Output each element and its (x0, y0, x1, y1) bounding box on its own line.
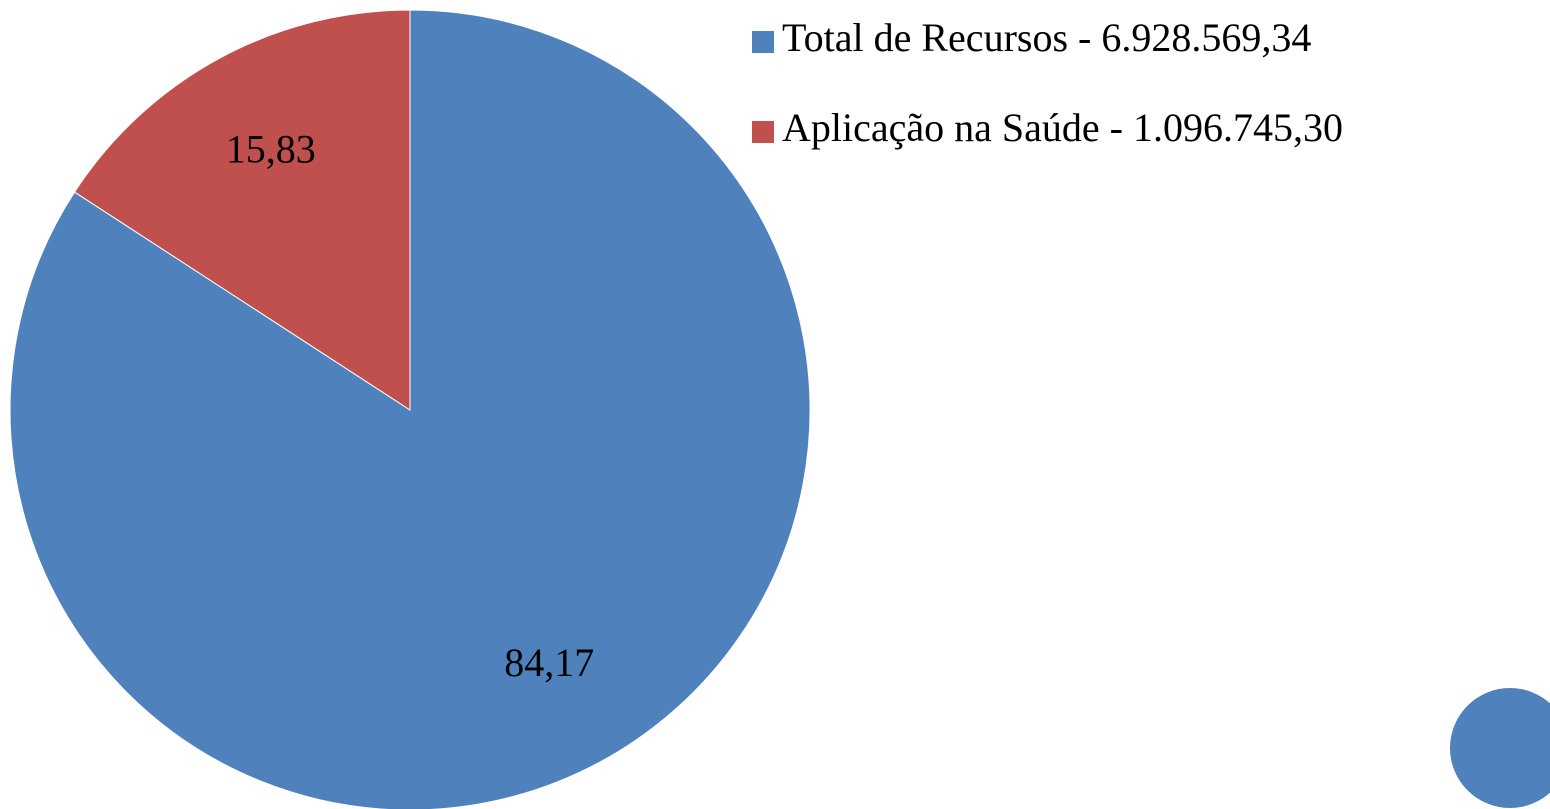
pie-slice (9, 9, 811, 809)
legend-label: Total de Recursos - 6.928.569,34 (782, 15, 1311, 60)
data-label: 84,17 (504, 640, 594, 685)
data-label: 15,83 (226, 127, 316, 172)
legend-swatch (752, 31, 774, 53)
pie-slice (73, 9, 411, 411)
legend-swatch (752, 121, 774, 143)
decoration-circle (1450, 688, 1550, 808)
legend-label: Aplicação na Saúde - 1.096.745,30 (782, 105, 1343, 150)
